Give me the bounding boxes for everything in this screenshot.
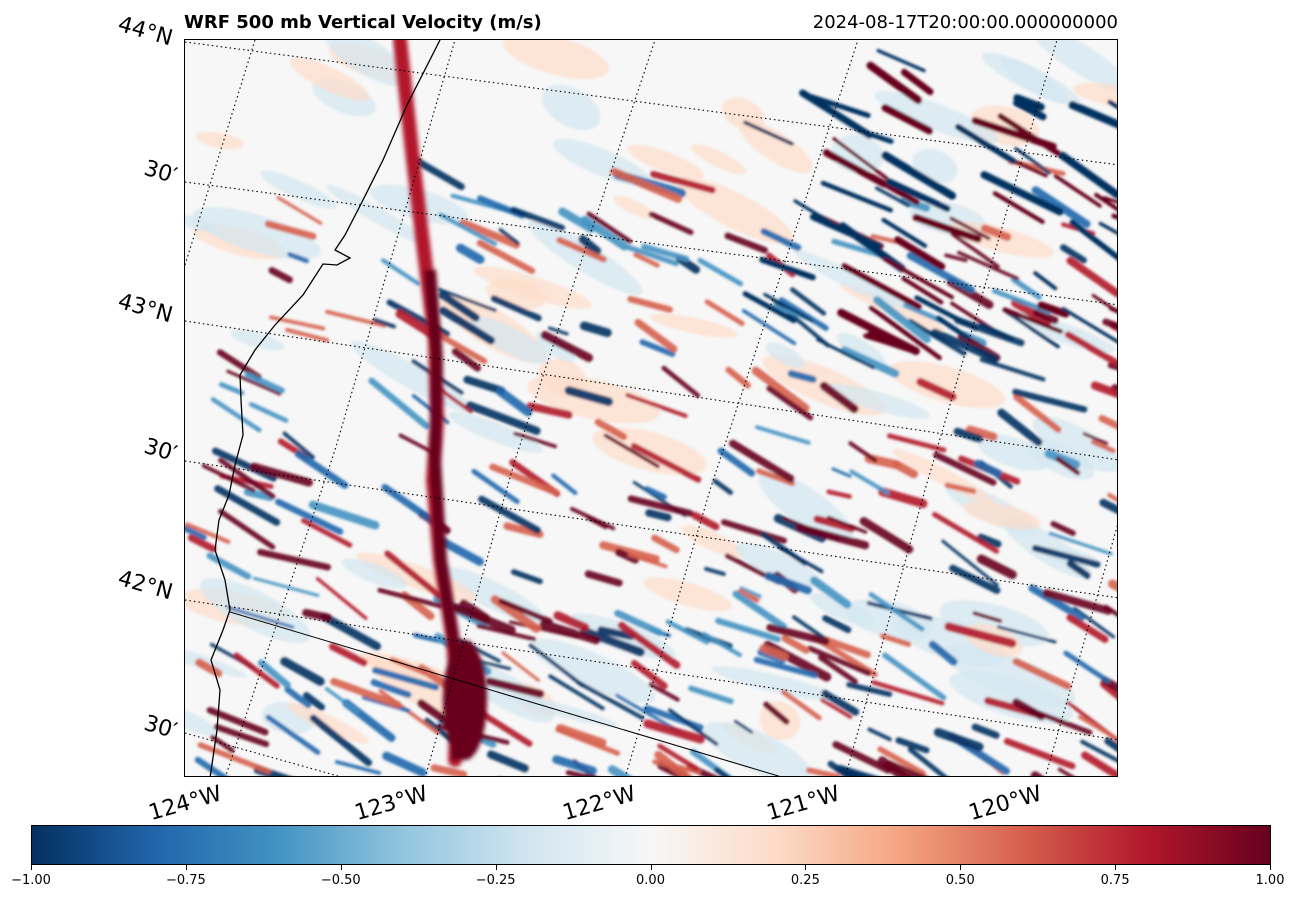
colorbar-tick [1115, 865, 1117, 870]
colorbar-tick [185, 865, 187, 870]
lat-label-41-30: 30′ [141, 711, 180, 745]
coastline [209, 40, 441, 776]
colorbar-tick [960, 865, 962, 870]
colorbar-tick [495, 865, 497, 870]
colorbar-tick [340, 865, 342, 870]
colorbar-tick [805, 865, 807, 870]
state-border [229, 611, 781, 776]
lon-label-124w: 124°W [146, 781, 225, 827]
colorbar [31, 825, 1271, 865]
graticule [185, 40, 1117, 776]
colorbar-tick-label: −1.00 [11, 873, 51, 888]
lon-label-123w: 123°W [352, 781, 431, 827]
map-panel[interactable] [184, 39, 1118, 777]
colorbar-tick-label: 0.00 [636, 873, 665, 888]
colorbar-tick [31, 865, 32, 870]
lat-label-42n: 42°N [115, 566, 176, 606]
lon-label-121w: 121°W [764, 781, 843, 827]
colorbar-tick-label: −0.50 [320, 873, 361, 888]
colorbar-tick [1270, 865, 1271, 870]
colorbar-tick-label: −0.25 [475, 873, 516, 888]
lat-label-42-30: 30′ [141, 434, 180, 468]
colorbar-tick-label: 1.00 [1255, 873, 1285, 888]
colorbar-tick-label: 0.50 [945, 873, 975, 888]
colorbar-tick-label: 0.25 [790, 873, 820, 888]
lat-label-43-30: 30′ [141, 156, 180, 190]
map-title: WRF 500 mb Vertical Velocity (m/s) [184, 12, 542, 33]
lat-label-44n: 44°N [115, 12, 176, 52]
lat-label-43n: 43°N [115, 289, 176, 329]
vertical-velocity-field [185, 40, 1117, 776]
colorbar-tick-label: −0.75 [165, 873, 206, 888]
colorbar-tick-label: 0.75 [1100, 873, 1130, 888]
map-timestamp: 2024-08-17T20:00:00.000000000 [812, 12, 1118, 33]
lon-label-122w: 122°W [560, 781, 639, 827]
lon-label-120w: 120°W [966, 781, 1045, 827]
colorbar-tick [650, 865, 652, 870]
